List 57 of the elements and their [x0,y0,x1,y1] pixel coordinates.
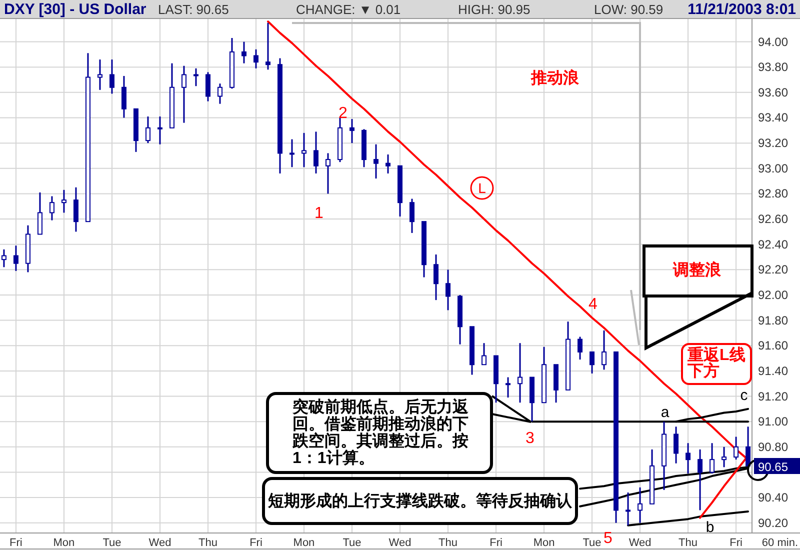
annotation: 调整浪 [673,262,721,278]
x-tick-label: Wed [628,537,652,549]
y-tick-label: 90.20 [758,516,788,530]
y-tick-label: 92.00 [758,288,788,302]
y-tick-label: 93.20 [758,136,788,150]
text: LOW: 90.59 [594,2,664,17]
text: LAST: 90.65 [158,2,229,17]
x-tick-label: Thu [438,537,458,549]
x-tick-label: Fri [490,537,502,549]
text: 90.65 [758,460,788,474]
y-tick-label: 93.00 [758,161,788,176]
x-tick-label: Thu [198,537,218,549]
x-tick-label: Fri [250,537,262,549]
annotation: b [706,519,714,536]
x-axis-title: 60 min. [762,537,798,549]
y-tick-label: 91.00 [758,414,788,429]
annotation: 2 [338,105,348,122]
annotation: 推动浪 [531,70,579,86]
x-tick-label: Wed [388,537,412,549]
x-tick-label: Tue [582,537,602,549]
x-tick-label: Wed [148,537,172,549]
y-tick-label: 91.40 [758,364,788,378]
x-tick-label: Fri [730,537,742,549]
annotation: L [478,180,486,196]
y-tick-label: 93.80 [758,60,788,74]
y-tick-label: 92.40 [758,237,788,252]
annotation: a [660,404,670,421]
x-tick-label: Mon [53,537,75,549]
annotation: 突破前期低点。后无力返回。借鉴前期推动浪的下跌空间。其调整过后。按1：1计算。 [292,399,470,467]
x-tick-label: Mon [293,537,315,549]
chart-title: DXY [30] - US Dollar [4,1,146,18]
y-tick-label: 92.60 [758,212,788,226]
annotation: 4 [588,296,598,313]
y-tick-label: 91.80 [758,313,788,328]
x-tick-label: Tue [102,537,122,549]
y-tick-label: 92.20 [758,262,788,277]
y-tick-label: 93.60 [758,85,788,100]
x-tick-label: Thu [678,537,698,549]
text: HIGH: 90.95 [458,2,530,17]
y-tick-label: 94.00 [758,34,788,49]
y-tick-label: 92.80 [758,186,788,201]
x-tick-label: Fri [10,537,22,549]
y-tick-label: 91.20 [758,389,788,404]
x-tick-label: Tue [342,537,362,549]
y-tick-label: 90.80 [758,440,788,454]
text: CHANGE: ▼ 0.01 [296,2,401,17]
annotation: c [740,387,748,404]
y-tick-label: 91.60 [758,338,788,353]
annotation: 1 [314,205,324,222]
annotation: 5 [604,530,613,547]
y-tick-label: 93.40 [758,110,788,125]
y-tick-label: 90.40 [758,490,788,505]
annotation: 重返L线下方 [688,347,746,380]
x-tick-label: Mon [533,537,555,549]
annotation: 短期形成的上行支撑线跌破。等待反抽确认 [268,492,572,510]
annotation: 3 [526,430,535,447]
text: 11/21/2003 8:01 [688,1,796,18]
